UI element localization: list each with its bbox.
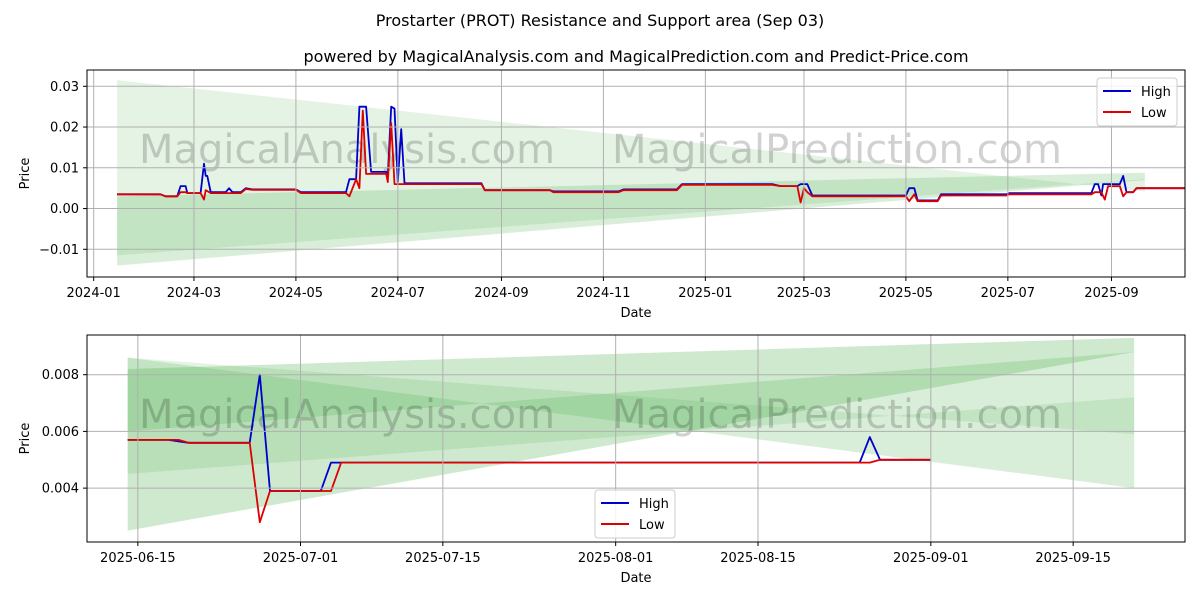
x-tick-label: 2025-09-01 (893, 551, 969, 566)
y-tick-label: 0.02 (50, 121, 79, 136)
legend: High Low (1096, 77, 1178, 127)
plot-area: MagicalAnalysis.com MagicalPrediction.com (127, 337, 1135, 531)
watermark-prediction: MagicalPrediction.com (612, 127, 1062, 173)
y-tick-label: 0.01 (50, 161, 79, 176)
legend-label-low: Low (639, 518, 665, 533)
y-tick-label: −0.01 (39, 243, 79, 258)
prediction-band (127, 352, 1135, 489)
watermark-analysis: MagicalAnalysis.com (139, 127, 555, 173)
x-tick-label: 2024-09 (474, 286, 528, 301)
y-tick-label: 0.006 (42, 425, 79, 440)
x-tick-label: 2025-01 (678, 286, 732, 301)
prediction-band (127, 357, 1135, 474)
y-tick-label: 0.03 (50, 80, 79, 95)
legend: High Low (594, 489, 676, 539)
legend-label-high: High (639, 497, 669, 512)
y-axis-label: Price (18, 158, 33, 190)
x-tick-label: 2025-09 (1084, 286, 1138, 301)
x-tick-label: 2025-07 (981, 286, 1035, 301)
chart-panel-2: MagicalAnalysis.com MagicalPrediction.com… (18, 334, 1186, 586)
y-tick-label: 0.008 (42, 368, 79, 383)
y-tick-label: 0.00 (50, 202, 79, 217)
chart-subtitle: powered by MagicalAnalysis.com and Magic… (303, 47, 968, 66)
x-axis-label: Date (620, 571, 651, 586)
x-tick-label: 2025-07-01 (263, 551, 339, 566)
axes-frame (86, 69, 1186, 278)
legend-label-high: High (1141, 85, 1171, 100)
x-tick-label: 2024-07 (371, 286, 425, 301)
x-tick-label: 2025-05 (879, 286, 933, 301)
x-tick-label: 2025-06-15 (100, 551, 176, 566)
x-axis-label: Date (620, 306, 651, 321)
x-tick-label: 2025-08-01 (578, 551, 654, 566)
chart-panel-1: MagicalAnalysis.com MagicalPrediction.com… (18, 69, 1186, 321)
x-tick-label: 2025-07-15 (405, 551, 481, 566)
x-tick-label: 2025-08-15 (720, 551, 796, 566)
x-tick-label: 2024-03 (167, 286, 221, 301)
axes-frame (86, 334, 1186, 543)
x-tick-label: 2024-11 (576, 286, 630, 301)
y-axis-label: Price (18, 423, 33, 455)
x-tick-label: 2024-05 (269, 286, 323, 301)
y-tick-label: 0.004 (42, 482, 79, 497)
x-tick-label: 2025-09-15 (1035, 551, 1111, 566)
x-tick-label: 2025-03 (777, 286, 831, 301)
x-tick-label: 2024-01 (67, 286, 121, 301)
chart-title: Prostarter (PROT) Resistance and Support… (376, 11, 825, 30)
series-low-line (117, 109, 1185, 204)
prediction-band (127, 337, 1135, 531)
watermark-analysis: MagicalAnalysis.com (139, 392, 555, 438)
watermark-prediction: MagicalPrediction.com (612, 392, 1062, 438)
legend-label-low: Low (1141, 106, 1167, 121)
